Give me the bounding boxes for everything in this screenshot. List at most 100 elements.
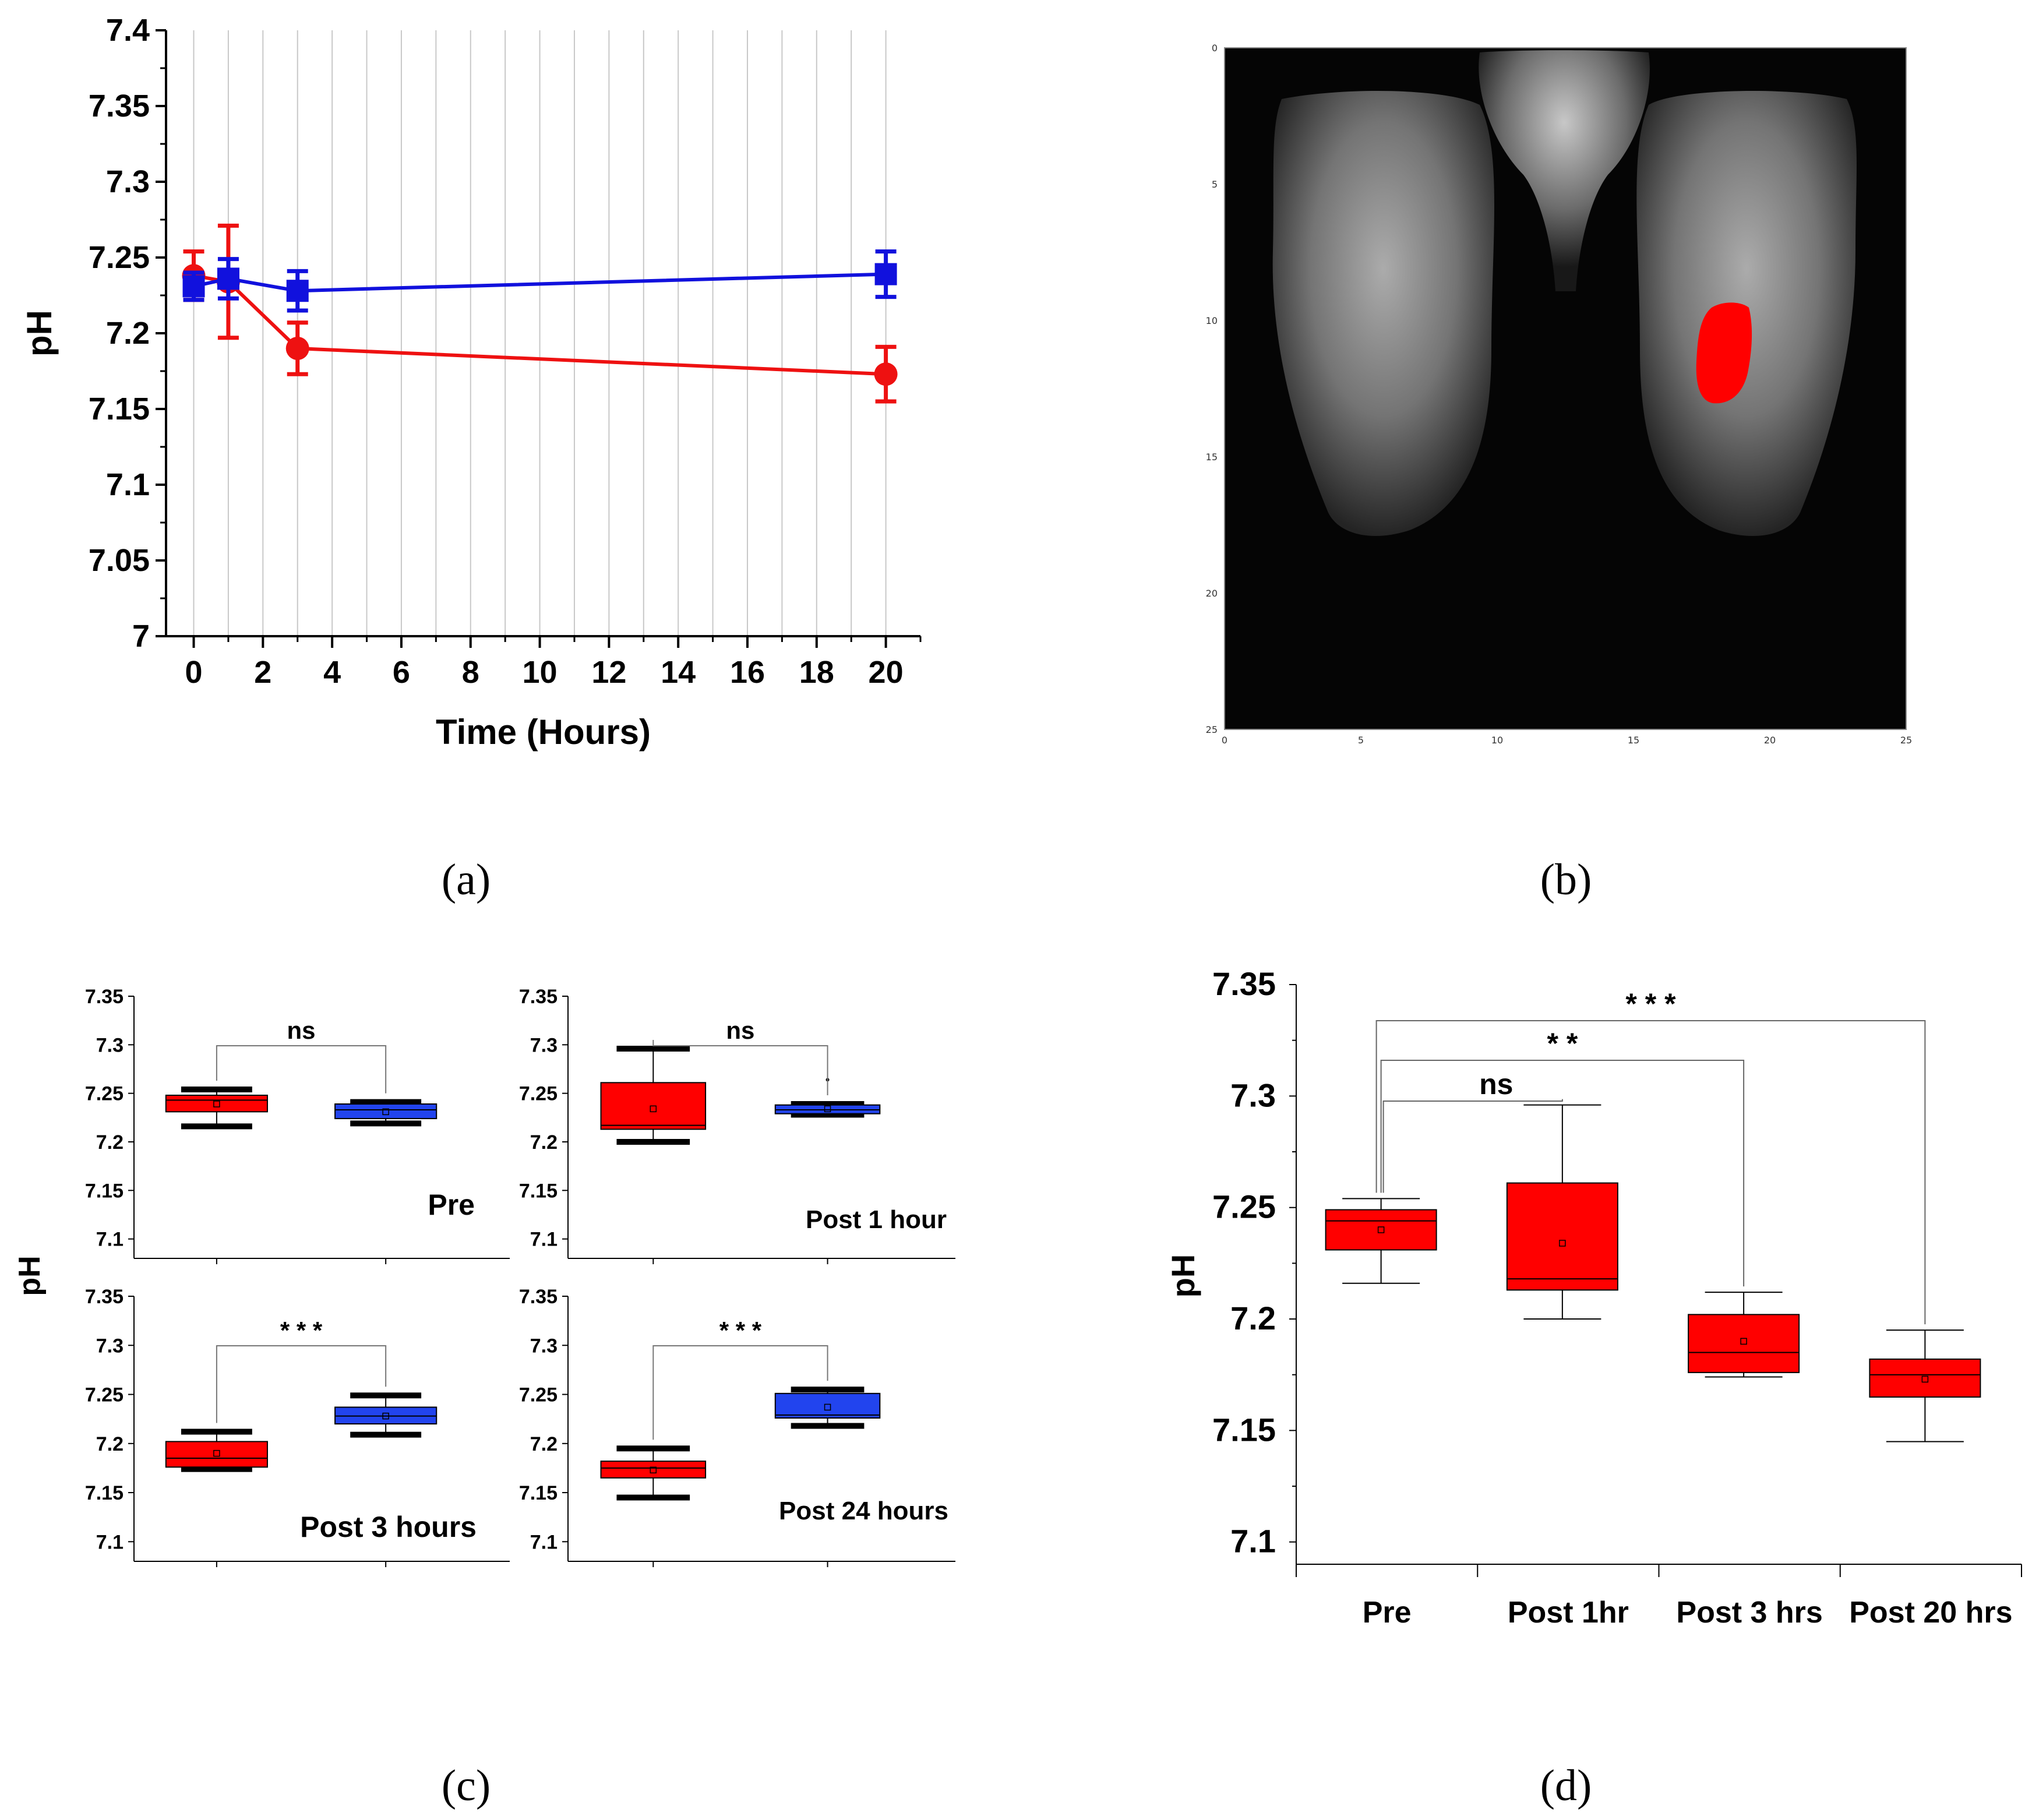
mri-roi-region (1696, 302, 1752, 404)
box-iqr (165, 1095, 268, 1113)
y-tick-label: 7.3 (96, 1034, 124, 1056)
y-tick-label: 7.1 (106, 467, 150, 502)
box-subplot-4: 7.1 7.15 7.2 7.25 7.3 7.35 * * * Post 24 hours (519, 1286, 955, 1567)
mri-left-thigh (1272, 91, 1494, 537)
data-point (182, 275, 205, 298)
mri-x-tick-label: 10 (1491, 735, 1503, 746)
data-point (217, 267, 239, 290)
mean-marker (1559, 1240, 1566, 1247)
box-iqr (1869, 1358, 1981, 1398)
significance-bracket (652, 1345, 828, 1440)
x-tick-label: 2 (254, 655, 271, 690)
data-point (874, 263, 897, 285)
mean-marker (824, 1105, 831, 1113)
x-tick-label: 8 (462, 655, 479, 690)
box-iqr (1688, 1314, 1800, 1373)
y-tick-label: 7.15 (85, 1482, 124, 1504)
mean-marker (650, 1466, 657, 1474)
x-tick-label: 10 (523, 655, 558, 690)
significance-bracket (652, 1040, 828, 1095)
y-tick-label: 7.15 (85, 1180, 124, 1202)
mri-x-tick-label: 15 (1628, 735, 1639, 746)
y-tick-label: 7.25 (1212, 1188, 1276, 1225)
box-iqr (334, 1103, 438, 1119)
panel-label-a: (a) (442, 855, 491, 904)
y-tick-label: 7.35 (85, 986, 124, 1008)
y-tick-label: 7.3 (1230, 1077, 1276, 1113)
subplot-label: Post 24 hours (779, 1497, 948, 1525)
x-tick-label: 14 (661, 655, 696, 690)
x-tick-label: 12 (591, 655, 626, 690)
box-iqr (600, 1461, 707, 1479)
mri-pelvis (1479, 50, 1650, 291)
y-tick-label: 7.25 (519, 1083, 558, 1105)
y-tick-label: 7.05 (89, 543, 150, 578)
mri-y-tick-label: 10 (1206, 315, 1218, 326)
significance-bracket (216, 1045, 387, 1094)
significance-bracket (216, 1345, 387, 1423)
mri-image-panel: 0 5 10 15 20 25 0 5 10 15 20 25 (1206, 43, 1913, 746)
y-tick-label: 7.25 (85, 1083, 124, 1105)
mri-y-tick-label: 25 (1206, 724, 1218, 735)
significance-bracket (1382, 1099, 1563, 1193)
x-tick-label: 4 (323, 655, 341, 690)
significance-label: * * * (719, 1317, 762, 1344)
y-tick-label: 7.15 (519, 1180, 558, 1202)
mean-marker (650, 1105, 657, 1113)
panel-label-c: (c) (442, 1761, 491, 1810)
mean-marker (213, 1101, 220, 1107)
series-line-red-circle (193, 274, 886, 376)
mri-x-tick-label: 0 (1222, 735, 1227, 746)
y-tick-label: 7.15 (89, 391, 150, 426)
y-tick-label: 7 (132, 619, 150, 654)
mean-marker (824, 1403, 831, 1411)
y-tick-label: 7.15 (519, 1482, 558, 1504)
subplot-label: Pre (428, 1188, 475, 1221)
significance-bracket (1375, 1020, 1926, 1325)
y-tick-label: 7.4 (106, 13, 150, 48)
x-tick-label: Post 20 hrs (1849, 1596, 2012, 1629)
y-tick-label: 7.3 (96, 1335, 124, 1357)
y-tick-label: 7.1 (530, 1531, 558, 1553)
y-axis-title: pH (13, 1255, 47, 1296)
significance-label: ns (1479, 1068, 1513, 1101)
mri-x-tick-label: 20 (1764, 735, 1776, 746)
y-tick-label: 7.25 (89, 240, 150, 275)
y-tick-label: 7.35 (85, 1286, 124, 1308)
y-tick-label: 7.3 (530, 1335, 558, 1357)
significance-bracket (1380, 1060, 1745, 1287)
panel-label-b: (b) (1540, 855, 1592, 904)
x-tick-label: 16 (730, 655, 765, 690)
y-tick-label: 7.3 (106, 164, 150, 199)
y-tick-label: 7.35 (89, 89, 150, 124)
y-tick-label: 7.2 (96, 1131, 124, 1154)
box-subplot-2: 7.1 7.15 7.2 7.25 7.3 7.35 ns Post 1 hour (519, 986, 955, 1264)
significance-label: ns (287, 1017, 316, 1044)
x-tick-label: 6 (393, 655, 410, 690)
significance-label: ns (726, 1017, 754, 1044)
y-tick-label: 7.3 (530, 1034, 558, 1056)
data-point (874, 362, 898, 386)
mean-marker (382, 1108, 389, 1116)
line-chart-ph-vs-time: 7 7.05 7.1 7.15 7.2 7.25 7.3 7.35 7.4 0 2 4 6 8 10 12 14… (20, 13, 922, 752)
mean-marker (1740, 1338, 1747, 1345)
y-tick-label: 7.2 (530, 1131, 558, 1154)
box-subplot-3: 7.1 7.15 7.2 7.25 7.3 7.35 * * * Post 3 hours (85, 1286, 510, 1567)
data-point (285, 337, 309, 360)
mean-marker (1377, 1226, 1385, 1233)
x-tick-label: Pre (1363, 1596, 1412, 1629)
x-tick-label: 18 (799, 655, 834, 690)
box-iqr (1506, 1182, 1618, 1291)
y-tick-label: 7.35 (519, 1286, 558, 1308)
panel-label-d: (d) (1540, 1761, 1592, 1810)
y-tick-label: 7.1 (1230, 1523, 1276, 1560)
box-iqr (774, 1392, 881, 1419)
box-subplot-1: 7.1 7.15 7.2 7.25 7.3 7.35 ns Pre (85, 986, 510, 1264)
y-tick-label: 7.25 (85, 1384, 124, 1406)
box-plot-grid: 7.1 7.15 7.2 7.25 7.3 7.35 ns Pre 7.1 7.15 7.2 7.25… (13, 986, 955, 1567)
subplot-label: Post 1 hour (806, 1205, 947, 1234)
box-plot-comparison: 7.1 7.15 7.2 7.25 7.3 7.35 Pre Post 1hr Post 3 h… (1165, 965, 2022, 1629)
data-point (286, 280, 309, 302)
box-iqr (1325, 1209, 1437, 1251)
